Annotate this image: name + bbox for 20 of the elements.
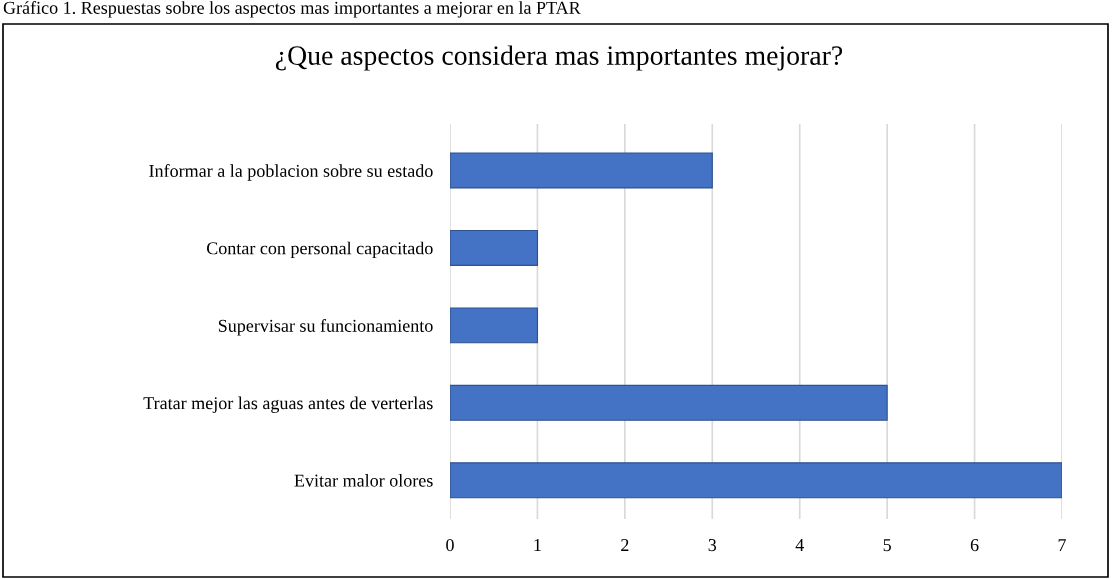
x-tick-label: 7 (1058, 539, 1066, 551)
x-tick-label: 2 (621, 539, 629, 551)
y-tick-label: Informar a la poblacion sobre su estado (149, 164, 433, 181)
y-tick-label: Contar con personal capacitado (206, 241, 433, 259)
x-tick-label: 5 (883, 539, 891, 552)
y-tick-label: Tratar mejor las aguas antes de verterlas (143, 396, 433, 413)
x-tick-label: 3 (708, 539, 717, 552)
bar (450, 229, 538, 266)
bar (450, 462, 1062, 499)
y-tick-label: Supervisar su funcionamiento (218, 319, 433, 336)
x-tick-label: 1 (534, 539, 541, 551)
text: Gráfico 1. Respuestas sobre los aspectos mas importantes a mejorar en la PTAR (3, 1, 581, 18)
chart-title: ¿Que aspectos considera mas importantes mejorar? (275, 45, 843, 71)
bar (450, 307, 538, 344)
bar (450, 384, 888, 421)
x-tick-label: 6 (970, 539, 979, 552)
x-tick-label: 4 (795, 539, 804, 551)
bar (450, 152, 713, 189)
x-tick-label: 0 (446, 538, 454, 552)
y-tick-label: Evitar malor olores (294, 474, 433, 487)
